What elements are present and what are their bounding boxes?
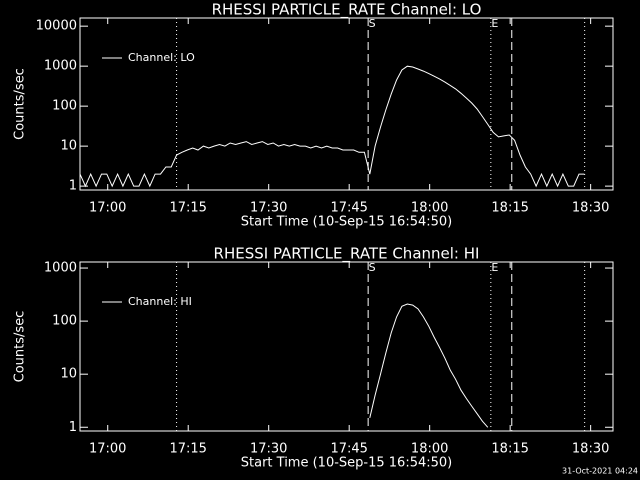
legend-label: Channel: LO [128,51,195,64]
y-tick-label: 10 [60,367,77,382]
x-axis-label: Start Time (10-Sep-15 16:54:50) [241,215,452,230]
x-tick-label: 18:30 [572,201,609,216]
y-axis-label: Counts/sec [13,311,28,383]
marker-label: E [491,17,498,30]
x-tick-label: 17:45 [330,201,367,216]
footer: 31-Oct-2021 04:24 [562,467,638,476]
y-tick-label: 100 [52,99,77,114]
y-tick-label: 10000 [36,19,77,34]
chart-title: RHESSI PARTICLE_RATE Channel: HI [214,245,480,264]
x-tick-label: 18:00 [411,201,448,216]
plot-frame [79,261,614,432]
x-tick-label: 18:00 [411,442,448,457]
x-tick-label: 17:00 [89,201,126,216]
chart-title: RHESSI PARTICLE_RATE Channel: LO [212,1,482,20]
x-tick-label: 17:30 [250,442,287,457]
x-axis-label: Start Time (10-Sep-15 16:54:50) [241,456,452,471]
x-tick-label: 17:00 [89,442,126,457]
legend-label: Channel: HI [128,295,192,308]
y-tick-label: 1 [69,179,77,194]
data-line [369,303,489,428]
x-tick-label: 18:30 [572,442,609,457]
plot-frame [79,17,614,191]
y-tick-label: 1 [69,420,77,435]
marker-label: E [491,261,498,274]
y-tick-label: 1000 [44,59,77,74]
y-axis-label: Counts/sec [13,68,28,140]
y-tick-label: 1000 [44,261,77,276]
y-tick-label: 100 [52,314,77,329]
x-tick-label: 18:15 [491,442,528,457]
x-tick-label: 17:15 [169,442,206,457]
x-tick-label: 17:30 [250,201,287,216]
x-tick-label: 17:45 [330,442,367,457]
x-tick-label: 18:15 [491,201,528,216]
marker-label: S [369,261,376,274]
data-line [79,65,585,188]
y-tick-label: 10 [60,139,77,154]
marker-label: S [369,17,376,30]
x-tick-label: 17:15 [169,201,206,216]
